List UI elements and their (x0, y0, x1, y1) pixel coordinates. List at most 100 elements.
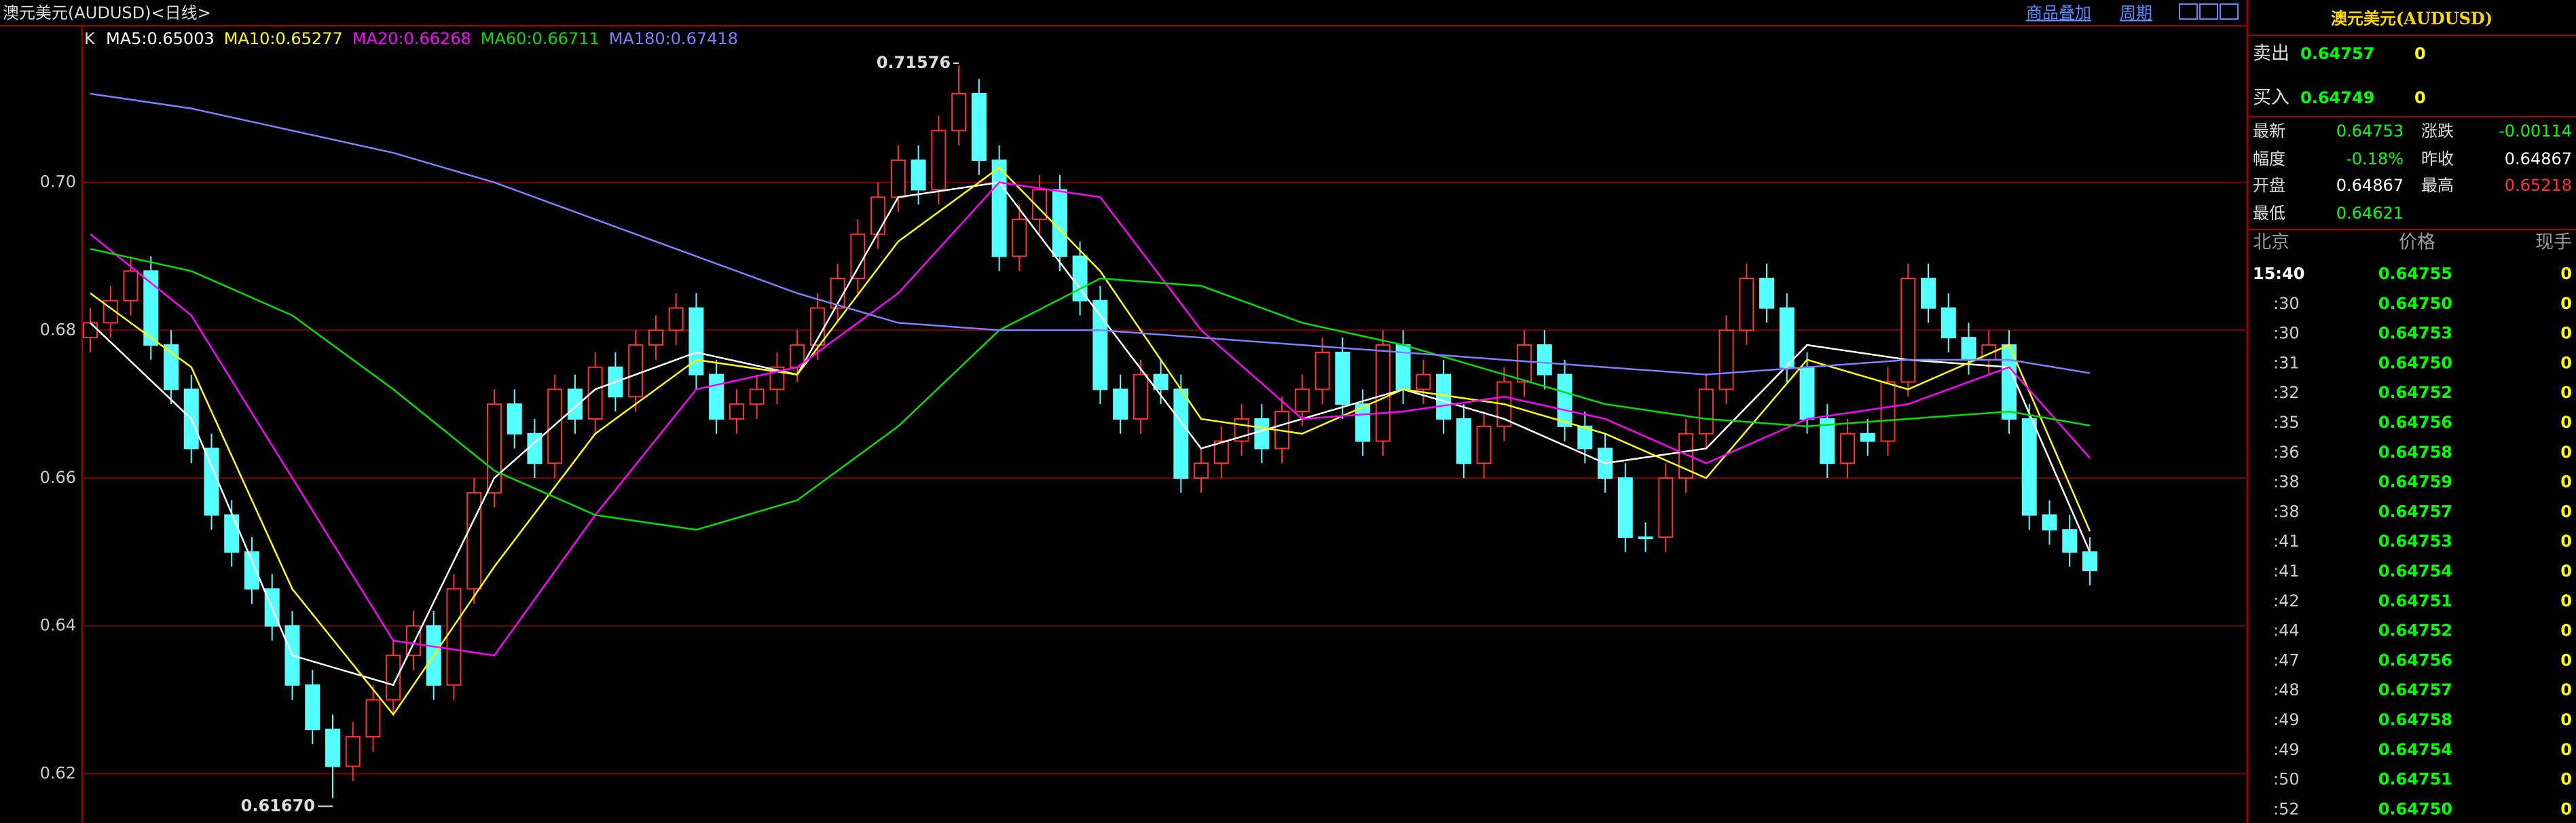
tick-time: 15:40 (2253, 264, 2304, 283)
candle-body (204, 447, 219, 516)
tick-volume: 0 (2560, 591, 2572, 610)
stat-label: 昨收 (2421, 149, 2454, 168)
tick-price: 0.64751 (2378, 591, 2452, 610)
candle-body (386, 655, 401, 701)
tick-price: 0.64754 (2378, 740, 2452, 759)
stat-value: -0.18% (2346, 149, 2404, 168)
y-tick-label: 0.66 (40, 468, 76, 487)
candle-body (466, 492, 482, 590)
candle-body (224, 514, 240, 553)
candle-body (1739, 278, 1754, 331)
tick-time: :50 (2273, 770, 2300, 789)
legend-k: K (84, 29, 96, 48)
candle-body (1012, 219, 1027, 257)
candle-body (2021, 418, 2037, 516)
tick-time: :31 (2273, 353, 2300, 372)
candle-body (1416, 373, 1431, 390)
stat-value: 0.64753 (2336, 122, 2404, 141)
tick-time: :38 (2273, 473, 2300, 492)
candle-body (244, 551, 259, 590)
ma-line (90, 181, 2091, 687)
tick-price: 0.64750 (2378, 353, 2452, 372)
candle-body (1213, 440, 1229, 464)
candle-body (1254, 418, 1270, 450)
tick-price: 0.64756 (2378, 651, 2452, 670)
tick-volume: 0 (2560, 621, 2572, 640)
tick-time: :35 (2273, 413, 2300, 432)
tick-time: :49 (2273, 710, 2300, 729)
candle-body (648, 329, 663, 346)
y-tick-label: 0.62 (40, 763, 76, 782)
candle-body (1940, 307, 1956, 339)
tick-volume: 0 (2560, 413, 2572, 432)
candle-body (1476, 425, 1492, 464)
tick-volume: 0 (2560, 324, 2572, 343)
stat-label: 最低 (2253, 204, 2285, 223)
candle-body (1173, 388, 1189, 479)
candle-body (1335, 351, 1350, 405)
tick-volume: 0 (2560, 502, 2572, 521)
candle-body (1517, 344, 1532, 383)
legend-entry: MA5:0.65003 (106, 29, 215, 48)
candle-body (628, 344, 644, 398)
tick-price: 0.64751 (2378, 770, 2452, 789)
candle-body (870, 196, 886, 235)
candle-body (1961, 337, 1976, 361)
candle-body (1355, 403, 1371, 442)
candle-body (567, 388, 583, 420)
candle-body (991, 159, 1007, 257)
tick-time: :44 (2273, 621, 2300, 640)
candle-body (143, 270, 159, 346)
tick-volume: 0 (2560, 264, 2572, 283)
tick-time: :30 (2273, 324, 2300, 343)
tick-volume: 0 (2560, 383, 2572, 402)
candle-body (1577, 425, 1593, 450)
tick-time: :36 (2273, 443, 2300, 462)
tick-time: :52 (2273, 799, 2300, 818)
period-link[interactable]: 周期 (2120, 3, 2152, 22)
tick-volume: 0 (2560, 710, 2572, 729)
tick-time: :47 (2273, 651, 2300, 670)
button[interactable] (2220, 3, 2239, 20)
buy-price: 0.64749 (2300, 88, 2374, 107)
tick-volume: 0 (2560, 294, 2572, 313)
ma-line (90, 181, 2091, 657)
candle-body (1779, 307, 1795, 368)
tick-time: :41 (2273, 562, 2300, 581)
tick-time: :42 (2273, 591, 2300, 610)
candle-body (1537, 344, 1552, 376)
candle-body (850, 233, 866, 280)
candle-body (405, 625, 421, 657)
tick-price: 0.64753 (2378, 532, 2452, 551)
candle-body (1133, 373, 1148, 420)
sell-volume: 0 (2414, 44, 2426, 63)
candle-body (1759, 278, 1775, 309)
candle-body (951, 92, 967, 132)
window-buttons[interactable] (2179, 3, 2239, 20)
tick-time: :32 (2273, 383, 2300, 402)
buy-label: 买入 (2253, 88, 2289, 109)
legend-entry: MA180:0.67418 (609, 29, 738, 48)
ma-line (90, 92, 2091, 376)
candle-body (365, 699, 381, 737)
candle-body (1880, 381, 1896, 442)
stat-label: 开盘 (2253, 176, 2285, 195)
candle-body (486, 403, 502, 494)
stat-value: 0.64621 (2336, 204, 2404, 223)
tick-price: 0.64755 (2378, 264, 2452, 283)
overlay-link[interactable]: 商品叠加 (2026, 3, 2091, 22)
candle-body (890, 159, 906, 198)
tick-price: 0.64752 (2378, 621, 2452, 640)
candle-body (1718, 329, 1734, 390)
tick-price: 0.64750 (2378, 294, 2452, 313)
y-tick-label: 0.64 (40, 616, 76, 635)
button[interactable] (2199, 3, 2218, 20)
tick-price: 0.64754 (2378, 562, 2452, 581)
candle-body (1617, 477, 1633, 538)
candle-body (163, 344, 179, 390)
candle-body (83, 322, 98, 339)
candle-body (305, 684, 320, 731)
button[interactable] (2179, 3, 2198, 20)
candle-body (1698, 388, 1714, 435)
ticks-header: 北京 (2253, 232, 2289, 253)
